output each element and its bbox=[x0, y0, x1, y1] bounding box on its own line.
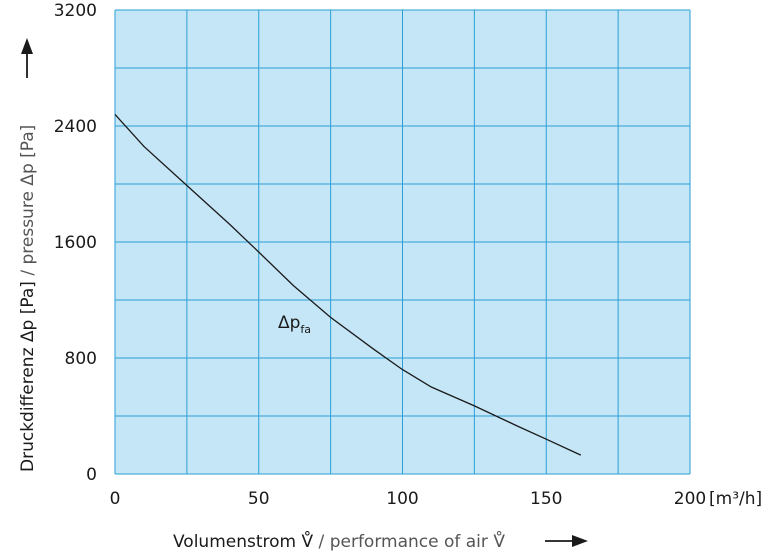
x-tick-label: 50 bbox=[248, 489, 270, 509]
series-line-dp-fa bbox=[114, 113, 582, 456]
x-tick-label: 200 bbox=[674, 489, 706, 509]
svg-text:Druckdifferenz Δp [Pa] / press: Druckdifferenz Δp [Pa] / pressure Δp [Pa… bbox=[18, 125, 38, 472]
y-tick-labels: 0 800 1600 2400 3200 bbox=[54, 1, 97, 485]
x-unit-label: [m³/h] bbox=[709, 489, 762, 509]
x-tick-label: 0 bbox=[110, 489, 121, 509]
x-axis-arrow bbox=[545, 535, 588, 547]
y-tick-label: 3200 bbox=[54, 1, 97, 21]
y-axis-arrow bbox=[21, 38, 33, 78]
svg-text:Volumenstrom V̊ / performance: Volumenstrom V̊ / performance of air V̊ bbox=[173, 531, 505, 552]
y-axis-title: Druckdifferenz Δp [Pa] / pressure Δp [Pa… bbox=[18, 38, 38, 472]
series-label: Δpfa bbox=[278, 313, 311, 336]
y-tick-label: 2400 bbox=[54, 117, 97, 137]
x-tick-label: 100 bbox=[386, 489, 418, 509]
x-axis-title: Volumenstrom V̊ / performance of air V̊ bbox=[173, 531, 588, 552]
y-tick-label: 800 bbox=[65, 349, 97, 369]
grid bbox=[114, 9, 691, 475]
x-tick-label: 150 bbox=[530, 489, 562, 509]
y-tick-label: 0 bbox=[86, 465, 97, 485]
x-tick-labels: 0 50 100 150 200 bbox=[110, 489, 707, 509]
series-label-subscript: fa bbox=[300, 323, 311, 336]
y-tick-label: 1600 bbox=[54, 233, 97, 253]
